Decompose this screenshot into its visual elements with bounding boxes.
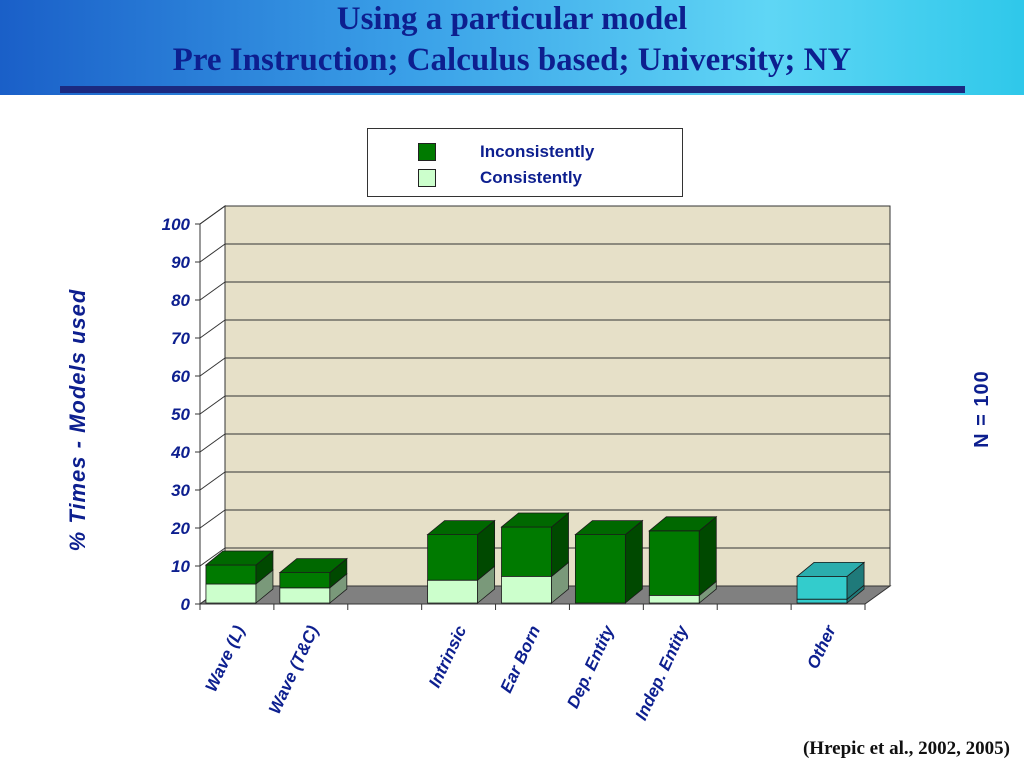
bar-top (795, 562, 866, 577)
y-tick-label: 90 (171, 253, 190, 272)
y-tick-label: 70 (171, 329, 190, 348)
gridline-side (199, 395, 226, 415)
chart-legend: Inconsistently Consistently (367, 128, 683, 197)
legend-item-inconsistently: Inconsistently (418, 142, 594, 162)
bar-consistently-front (427, 579, 479, 604)
gridline-side (199, 205, 226, 225)
x-category-label: Wave (L) (202, 622, 249, 694)
bar-top (648, 516, 718, 532)
bar-top (278, 558, 348, 573)
y-tick-label: 0 (181, 595, 191, 614)
y-tick-label: 10 (171, 557, 190, 576)
legend-swatch-inconsistently (418, 143, 436, 161)
x-category-label: Dep. Entity (563, 621, 618, 711)
slide-subtitle: Pre Instruction; Calculus based; Univers… (172, 42, 852, 78)
legend-label-inconsistently: Inconsistently (480, 142, 595, 161)
y-tick-label: 40 (170, 443, 190, 462)
gridline-side (199, 357, 226, 377)
y-tick-label: 30 (171, 481, 190, 500)
bar-top (426, 520, 496, 535)
x-category-label: Indep. Entity (632, 621, 693, 723)
x-category-label: Intrinsic (425, 622, 470, 690)
gridline-side (199, 319, 226, 339)
y-tick-label: 80 (171, 291, 190, 310)
y-tick-label: 60 (171, 367, 190, 386)
y-tick-label: 20 (170, 519, 190, 538)
y-tick-label: 100 (162, 215, 191, 234)
bar-consistently-front (501, 576, 552, 604)
legend-label-consistently: Consistently (480, 168, 583, 187)
bar-consistently-front (279, 587, 331, 604)
bar-consistently-front (205, 583, 257, 604)
y-tick-label: 50 (171, 405, 190, 424)
bar-top (204, 550, 275, 566)
x-category-label: Other (803, 621, 840, 671)
legend-item-consistently: Consistently (418, 168, 582, 188)
bar-inconsistently-front (648, 530, 700, 596)
bar-consistently-front (796, 598, 848, 604)
bar-inconsistently-front (796, 576, 848, 600)
gridline-side (199, 243, 226, 263)
bar-inconsistently-front (279, 572, 331, 589)
gridline-side (199, 433, 226, 453)
header-banner (0, 0, 1024, 95)
slide-title: Using a particular model (336, 1, 688, 37)
bar-top (574, 520, 644, 535)
bar-consistently-front (648, 595, 700, 604)
bar-inconsistently-front (501, 526, 552, 577)
x-category-label: Ear Born (497, 623, 545, 696)
gridline-side (199, 471, 226, 491)
legend-swatch-consistently (418, 169, 436, 187)
citation: (Hrepic et al., 2002, 2005) (802, 738, 1010, 759)
header-underline (60, 86, 965, 93)
bar-top (500, 512, 570, 528)
gridline-side (199, 281, 226, 301)
gridline-side (199, 509, 226, 529)
x-category-label: Wave (T&C) (265, 622, 323, 717)
bar-inconsistently-front (427, 534, 479, 581)
bar-inconsistently-front (205, 564, 257, 585)
bar-inconsistently-front (574, 534, 626, 604)
gridline-side (199, 547, 226, 567)
